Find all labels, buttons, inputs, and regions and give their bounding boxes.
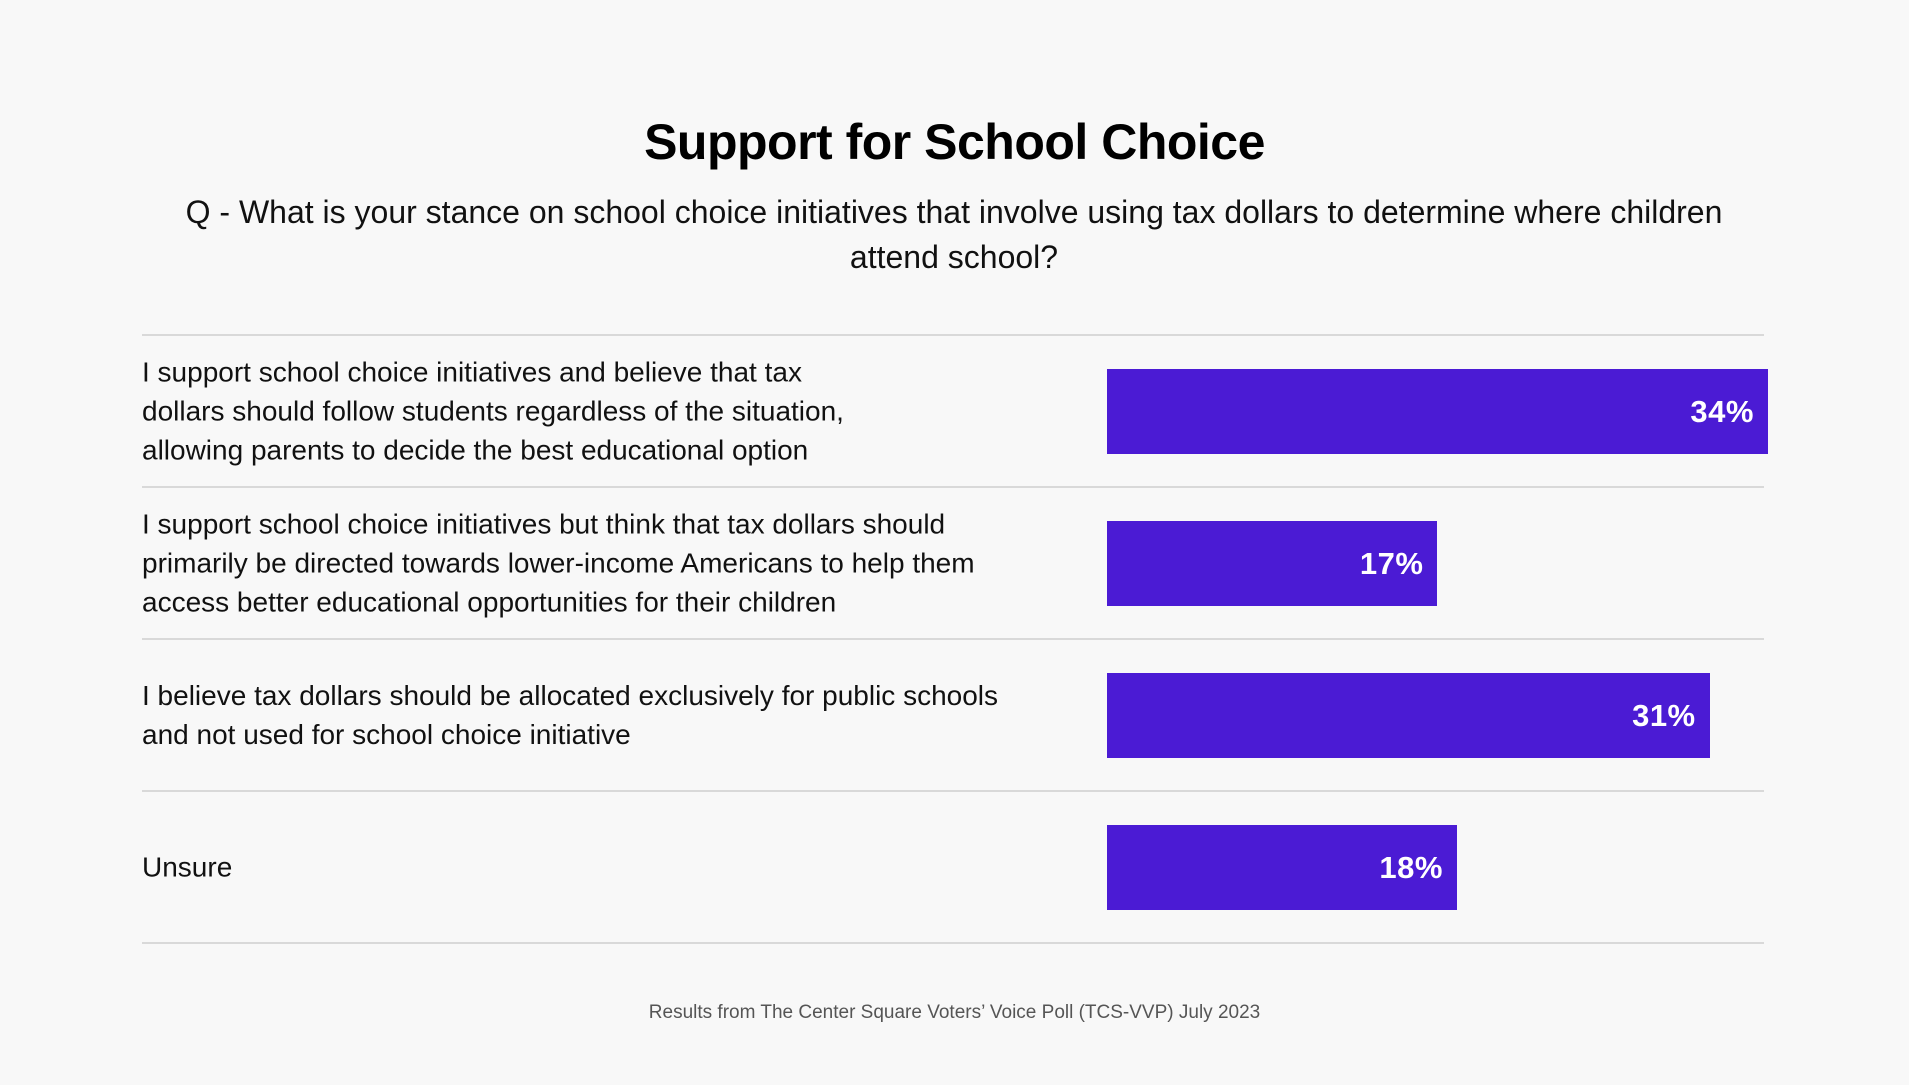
bar-chart: I support school choice initiatives and … [142, 334, 1772, 944]
row-label-line: I believe tax dollars should be allocate… [142, 680, 999, 711]
row-label-line: access better educational opportunities … [142, 586, 837, 618]
bar-value-label: 17% [1359, 545, 1424, 581]
bar: 18% [1107, 825, 1457, 910]
row-label: Unsure [142, 848, 1092, 887]
row-label-line: and not used for school choice initiativ… [142, 719, 631, 750]
row-label-line: I support school choice initiatives but … [142, 508, 946, 540]
row-label-line: primarily be directed towards lower-inco… [142, 547, 975, 579]
bar: 17% [1107, 521, 1438, 606]
row-label: I believe tax dollars should be allocate… [142, 676, 1092, 754]
chart-row: I support school choice initiatives but … [142, 486, 1764, 638]
row-label-line: Unsure [142, 851, 233, 883]
bar: 31% [1107, 673, 1710, 758]
row-label: I support school choice initiatives but … [142, 505, 1092, 622]
chart-subtitle-question: Q - What is your stance on school choice… [185, 194, 1723, 275]
chart-row: I support school choice initiatives and … [142, 334, 1768, 486]
row-label-line: allowing parents to decide the best educ… [142, 434, 809, 466]
bar: 34% [1107, 369, 1768, 454]
source-footnote: Results from The Center Square Voters’ V… [648, 1002, 1261, 1023]
row-label-line: I support school choice initiatives and … [142, 356, 802, 388]
row-label-line: dollars should follow students regardles… [142, 395, 844, 427]
chart-row: I believe tax dollars should be allocate… [142, 638, 1764, 790]
chart-row: Unsure 18% [142, 790, 1764, 944]
bar-value-label: 18% [1379, 849, 1443, 885]
chart-rows: I support school choice initiatives and … [142, 334, 1768, 944]
bar-value-label: 34% [1690, 393, 1754, 429]
row-label: I support school choice initiatives and … [142, 353, 1092, 470]
chart-title: Support for School Choice [644, 114, 1265, 170]
bar-value-label: 31% [1632, 697, 1696, 733]
